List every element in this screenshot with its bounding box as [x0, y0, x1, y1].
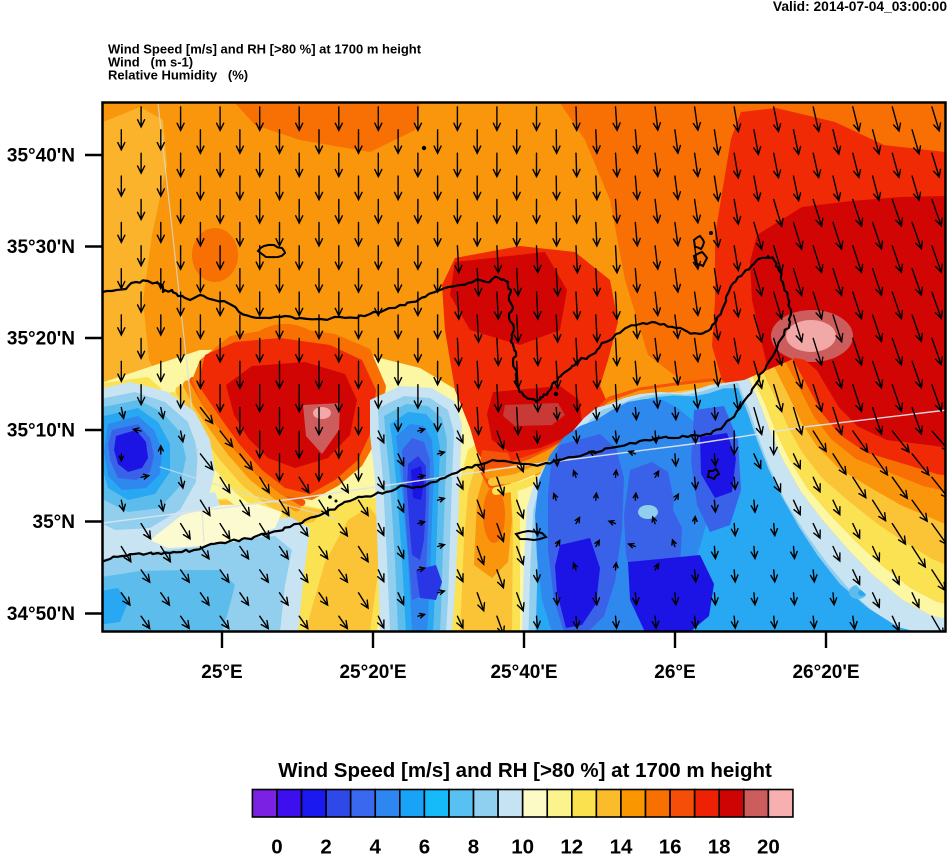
- svg-text:12: 12: [560, 836, 583, 854]
- svg-text:26°E: 26°E: [654, 662, 695, 683]
- svg-text:20: 20: [757, 836, 780, 854]
- svg-text:35°30'N: 35°30'N: [7, 237, 75, 258]
- svg-text:Wind (m s-1): Wind (m s-1): [108, 55, 193, 70]
- svg-text:Relative Humidity (%): Relative Humidity (%): [108, 68, 248, 83]
- svg-text:Wind Speed [m/s] and RH [>80 %: Wind Speed [m/s] and RH [>80 %] at 1700 …: [108, 42, 422, 57]
- svg-text:10: 10: [511, 836, 534, 854]
- svg-text:0: 0: [271, 836, 282, 854]
- svg-text:35°10'N: 35°10'N: [7, 421, 75, 442]
- svg-text:8: 8: [468, 836, 479, 854]
- svg-text:4: 4: [369, 836, 381, 854]
- svg-text:35°20'N: 35°20'N: [7, 329, 75, 350]
- svg-text:16: 16: [659, 836, 682, 854]
- svg-text:Valid: 2014-07-04_03:00:00: Valid: 2014-07-04_03:00:00: [773, 0, 947, 14]
- svg-text:14: 14: [610, 836, 633, 854]
- svg-text:35°N: 35°N: [33, 512, 75, 533]
- svg-text:35°40'N: 35°40'N: [7, 146, 75, 167]
- svg-text:2: 2: [320, 836, 331, 854]
- svg-text:18: 18: [708, 836, 731, 854]
- svg-text:6: 6: [419, 836, 430, 854]
- svg-text:26°20'E: 26°20'E: [792, 662, 859, 683]
- svg-text:Wind Speed [m/s] and RH [>80 %: Wind Speed [m/s] and RH [>80 %] at 1700 …: [278, 759, 772, 782]
- svg-text:25°20'E: 25°20'E: [339, 662, 406, 683]
- svg-text:25°E: 25°E: [201, 662, 242, 683]
- svg-text:25°40'E: 25°40'E: [490, 662, 557, 683]
- svg-text:34°50'N: 34°50'N: [7, 604, 75, 625]
